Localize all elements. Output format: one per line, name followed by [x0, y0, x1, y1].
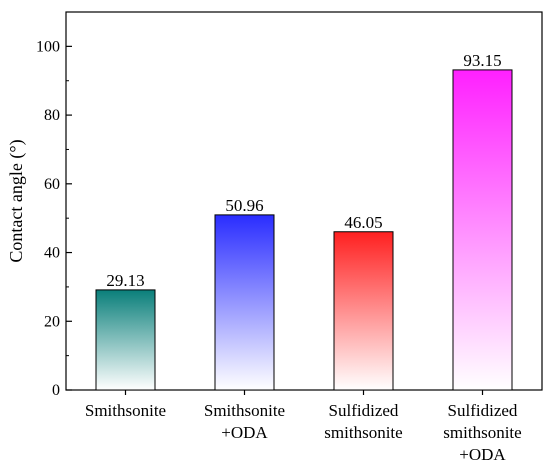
bar: [333, 231, 394, 391]
y-axis-label: Contact angle (°): [6, 139, 27, 262]
bar: [452, 69, 513, 391]
y-tick-label: 60: [44, 176, 60, 193]
bars-group: [95, 69, 513, 391]
y-tick-label: 40: [44, 245, 60, 262]
x-category-label: Smithsonite +ODA: [204, 401, 285, 442]
y-tick-label: 100: [36, 38, 60, 55]
bar: [214, 214, 275, 391]
plot-frame: [65, 11, 543, 391]
bar-value-label: 46.05: [344, 213, 382, 232]
bar-value-label: 93.15: [463, 51, 501, 70]
x-axis-ticks: Smithsonite Smithsonite +ODA Sulfidized smit…: [85, 390, 522, 464]
x-category-label: Sulfidized smithsonite: [324, 401, 402, 442]
bar: [95, 289, 156, 391]
bar-value-label: 50.96: [225, 196, 263, 215]
data-labels-group: 29.13 50.96 46.05 93.15: [106, 51, 501, 290]
y-axis-ticks: 0 20 40 60 80 100: [36, 38, 72, 399]
y-tick-label: 20: [44, 313, 60, 330]
y-tick-label: 80: [44, 107, 60, 124]
x-category-label: Smithsonite: [85, 401, 166, 420]
y-tick-label: 0: [52, 382, 60, 399]
bar-value-label: 29.13: [106, 271, 144, 290]
x-category-label: Sulfidized smithsonite +ODA: [443, 401, 521, 464]
